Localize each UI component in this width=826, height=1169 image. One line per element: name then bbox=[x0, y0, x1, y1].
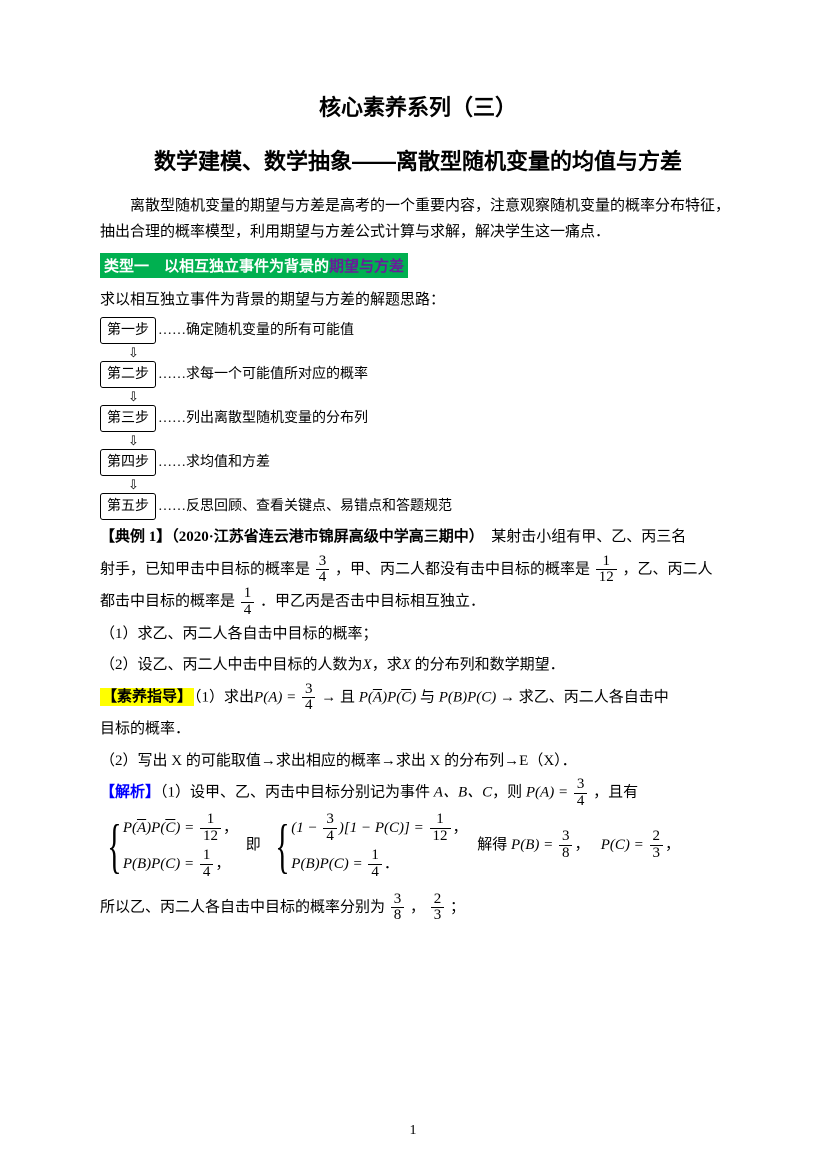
fraction-3-4: 34 bbox=[574, 777, 588, 810]
step-4: 第四步 ……求均值和方差 bbox=[100, 449, 736, 476]
text: 的分布列和数学期望． bbox=[411, 657, 565, 673]
text: ，乙、丙二人 bbox=[623, 561, 713, 577]
down-arrow-icon: ⇩ bbox=[128, 478, 188, 491]
text: → 且 bbox=[321, 689, 359, 705]
var-x: X bbox=[363, 657, 372, 673]
step-text: ……列出离散型随机变量的分布列 bbox=[158, 408, 368, 429]
guide-line-1: 【素养指导】（1）求出P(A) = 34 → 且 P(A)P(C) 与 P(B)… bbox=[100, 682, 736, 715]
equation-system-1: { P(A)P(C) = 112， P(B)P(C) = 14， bbox=[100, 810, 238, 882]
step-box: 第四步 bbox=[100, 449, 156, 476]
step-text: ……求每一个可能值所对应的概率 bbox=[158, 364, 368, 385]
math: P(B)P(C) bbox=[439, 689, 496, 705]
text: ，求 bbox=[372, 657, 402, 673]
text: 都击中目标的概率是 bbox=[100, 594, 235, 610]
guide-label: 【素养指导】 bbox=[100, 688, 194, 706]
page-title-1: 核心素养系列（三） bbox=[100, 90, 736, 122]
text: → 求乙、丙二人各自击中 bbox=[496, 689, 669, 705]
math: P(C) = bbox=[601, 837, 648, 853]
guide-line-2: （2）写出 X 的可能取值→求出相应的概率→求出 X 的分布列→E（X）． bbox=[100, 746, 736, 778]
step-box: 第一步 bbox=[100, 317, 156, 344]
fraction-2-3: 23 bbox=[650, 829, 664, 862]
down-arrow-icon: ⇩ bbox=[128, 390, 188, 403]
step-box: 第五步 bbox=[100, 493, 156, 520]
text: 射手，已知甲击中目标的概率是 bbox=[100, 561, 310, 577]
text: ， bbox=[410, 899, 425, 915]
step-text: ……反思回顾、查看关键点、易错点和答题规范 bbox=[158, 496, 452, 517]
example-source: （2020·江苏省连云港市锦屏高级中学高三期中） bbox=[171, 529, 476, 545]
type1-prefix: 类型一 以相互独立事件为背景的 bbox=[104, 258, 329, 275]
steps-intro: 求以相互独立事件为背景的期望与方差的解题思路： bbox=[100, 288, 736, 309]
fraction-3-8: 38 bbox=[391, 892, 405, 925]
steps-flow: 第一步 ……确定随机变量的所有可能值 ⇩ 第二步 ……求每一个可能值所对应的概率… bbox=[100, 317, 736, 520]
solution-line-1: 【解析】（1）设甲、乙、丙击中目标分别记为事件 A、B、C，则 P(A) = 3… bbox=[100, 777, 736, 810]
question-2: （2）设乙、丙二人中击中目标的人数为X，求X 的分布列和数学期望． bbox=[100, 650, 736, 682]
type1-bold: 期望与方差 bbox=[329, 258, 404, 275]
math: P(A)P(C) bbox=[359, 689, 417, 705]
intro-paragraph: 离散型随机变量的期望与方差是高考的一个重要内容，注意观察随机变量的概率分布特征，… bbox=[100, 194, 736, 245]
step-text: ……确定随机变量的所有可能值 bbox=[158, 320, 354, 341]
equation-system-row: { P(A)P(C) = 112， P(B)P(C) = 14， 即 { (1 … bbox=[100, 810, 736, 882]
fraction-2-3: 23 bbox=[431, 892, 445, 925]
text: 解得 bbox=[477, 837, 507, 853]
text: （1）求出 bbox=[194, 689, 254, 705]
text: 与 bbox=[416, 689, 439, 705]
eq-line: P(B)P(C) = 14， bbox=[123, 846, 238, 882]
var-x: X bbox=[402, 657, 411, 673]
text: （1）设甲、乙、丙击中目标分别记为事件 bbox=[160, 785, 434, 801]
example-body-line-2: 都击中目标的概率是 14 ．甲乙丙是否击中目标相互独立． bbox=[100, 586, 736, 619]
step-1: 第一步 ……确定随机变量的所有可能值 bbox=[100, 317, 736, 344]
example-lead: 某射击小组有甲、乙、丙三名 bbox=[476, 529, 686, 545]
math: P(B) = bbox=[511, 837, 557, 853]
question-1: （1）求乙、丙二人各自击中目标的概率； bbox=[100, 619, 736, 651]
step-5: 第五步 ……反思回顾、查看关键点、易错点和答题规范 bbox=[100, 493, 736, 520]
fraction-3-8: 38 bbox=[559, 829, 573, 862]
text: ； bbox=[450, 899, 465, 915]
text: （2）设乙、丙二人中击中目标的人数为 bbox=[100, 657, 363, 673]
fraction-3-4: 34 bbox=[316, 554, 330, 587]
text: ，且有 bbox=[593, 785, 638, 801]
math: A、B、C bbox=[434, 785, 492, 801]
text: ，甲、丙二人都没有击中目标的概率是 bbox=[335, 561, 590, 577]
eq-line: (1 − 34)[1 − P(C)] = 112， bbox=[291, 810, 467, 846]
step-2: 第二步 ……求每一个可能值所对应的概率 bbox=[100, 361, 736, 388]
math: P(A) = bbox=[526, 785, 572, 801]
eq-line: P(B)P(C) = 14． bbox=[291, 846, 467, 882]
text: 所以乙、丙二人各自击中目标的概率分别为 bbox=[100, 899, 385, 915]
type-1-heading: 类型一 以相互独立事件为背景的期望与方差 bbox=[100, 253, 736, 278]
step-text: ……求均值和方差 bbox=[158, 452, 270, 473]
equation-system-2: { (1 − 34)[1 − P(C)] = 112， P(B)P(C) = 1… bbox=[268, 810, 467, 882]
solution-label: 【解析】 bbox=[100, 785, 160, 801]
guide-line-1b: 目标的概率． bbox=[100, 714, 736, 746]
math: P(A) = bbox=[254, 689, 300, 705]
example-body-line-1: 射手，已知甲击中目标的概率是 34 ，甲、丙二人都没有击中目标的概率是 112 … bbox=[100, 554, 736, 587]
fraction-1-4: 14 bbox=[241, 586, 255, 619]
fraction-3-4: 34 bbox=[302, 682, 316, 715]
step-box: 第三步 bbox=[100, 405, 156, 432]
text: ．甲乙丙是否击中目标相互独立． bbox=[260, 594, 485, 610]
conclusion-line: 所以乙、丙二人各自击中目标的概率分别为 38 ， 23 ； bbox=[100, 892, 736, 925]
down-arrow-icon: ⇩ bbox=[128, 434, 188, 447]
left-brace-icon: { bbox=[276, 816, 290, 876]
eq-line: P(A)P(C) = 112， bbox=[123, 810, 238, 846]
left-brace-icon: { bbox=[107, 816, 121, 876]
page-title-2: 数学建模、数学抽象——离散型随机变量的均值与方差 bbox=[100, 144, 736, 176]
example-1: 【典例 1】（2020·江苏省连云港市锦屏高级中学高三期中） 某射击小组有甲、乙… bbox=[100, 522, 736, 554]
step-box: 第二步 bbox=[100, 361, 156, 388]
text: ，则 bbox=[492, 785, 522, 801]
step-3: 第三步 ……列出离散型随机变量的分布列 bbox=[100, 405, 736, 432]
down-arrow-icon: ⇩ bbox=[128, 346, 188, 359]
example-label: 【典例 1】 bbox=[100, 529, 171, 545]
page-number: 1 bbox=[0, 1123, 826, 1139]
text: 即 bbox=[246, 837, 261, 853]
fraction-1-12: 112 bbox=[596, 554, 617, 587]
